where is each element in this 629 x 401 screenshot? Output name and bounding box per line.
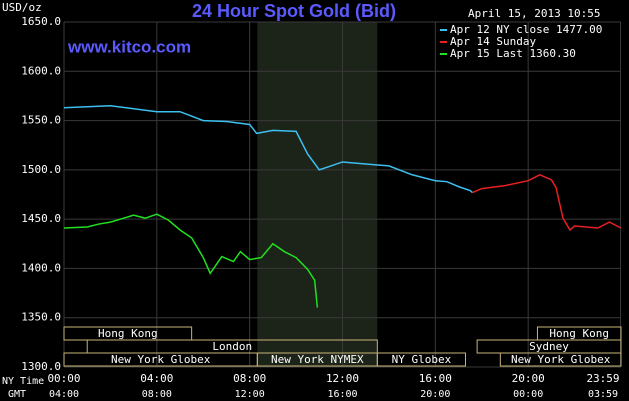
x2-axis-label: GMT: [8, 389, 26, 400]
x-axis-label: NY Time: [2, 376, 44, 387]
gmt-tick-label: 04:00: [49, 389, 79, 400]
x-tick-label: 12:00: [326, 372, 359, 385]
y-tick-label: 1400.0: [21, 261, 61, 274]
x-tick-label: 16:00: [419, 372, 452, 385]
plot-background: [63, 21, 622, 368]
gmt-tick-label: 20:00: [420, 389, 450, 400]
session-label: NY Globex: [392, 353, 452, 366]
x-tick-label: 20:00: [512, 372, 545, 385]
y-tick-label: 1650.0: [21, 15, 61, 28]
gmt-tick-label: 16:00: [327, 389, 357, 400]
y-tick-label: 1300.0: [21, 360, 61, 373]
shaded-session: [257, 22, 378, 367]
x-tick-label: 08:00: [233, 372, 266, 385]
legend-label: Apr 14 Sunday: [450, 35, 536, 48]
y-tick-label: 1350.0: [21, 311, 61, 324]
session-label: Hong Kong: [98, 327, 158, 340]
session-label: New York Globex: [111, 353, 211, 366]
gmt-tick-label: 08:00: [142, 389, 172, 400]
x-tick-label: 00:00: [47, 372, 80, 385]
gmt-tick-label: 12:00: [235, 389, 265, 400]
y-tick-label: 1500.0: [21, 163, 61, 176]
session-box: [376, 352, 467, 367]
x-tick-label: 04:00: [140, 372, 173, 385]
session-label: London: [212, 340, 252, 353]
x-tick-label: 23:59: [586, 372, 619, 385]
source: www.kitco.com: [67, 37, 191, 56]
gmt-tick-label: 03:59: [588, 389, 618, 400]
session-label: New York Globex: [511, 353, 611, 366]
session-label: New York NYMEX: [271, 353, 364, 366]
session-box: [499, 352, 622, 367]
legend-label: Apr 12 NY close 1477.00: [450, 23, 602, 36]
gmt-tick-label: 00:00: [513, 389, 543, 400]
y-axis-label: USD/oz: [2, 1, 42, 14]
session-label: Sydney: [529, 340, 569, 353]
session-label: Hong Kong: [549, 327, 609, 340]
series-line: [472, 173, 622, 232]
series-line: [63, 105, 473, 194]
legend-label: Apr 15 Last 1360.30: [450, 47, 576, 60]
y-tick-label: 1550.0: [21, 114, 61, 127]
series-line: [63, 213, 319, 308]
timestamp: April 15, 2013 10:55: [468, 7, 600, 20]
y-tick-label: 1600.0: [21, 64, 61, 77]
chart-title: 24 Hour Spot Gold (Bid): [192, 1, 396, 21]
y-tick-label: 1450.0: [21, 212, 61, 225]
